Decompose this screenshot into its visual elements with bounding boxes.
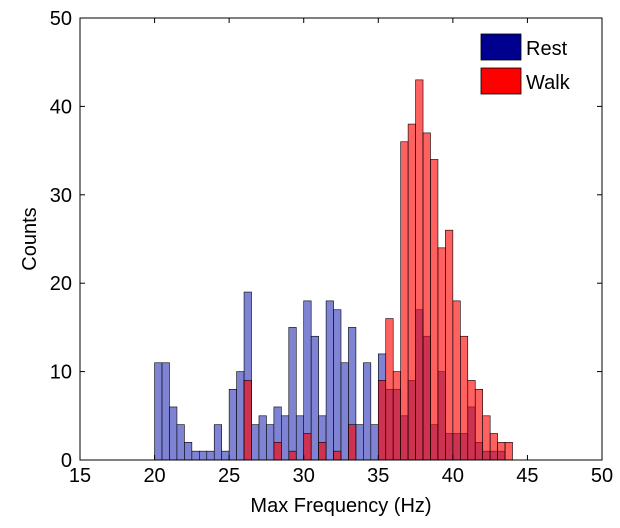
- bar-walk: [445, 229, 454, 461]
- bar-rest: [199, 450, 208, 461]
- bar-rest: [213, 424, 222, 461]
- bar-walk: [333, 450, 342, 461]
- bar-rest: [295, 415, 305, 461]
- bar-walk: [348, 424, 357, 461]
- bar-rest: [288, 327, 297, 461]
- x-tick-label: 15: [69, 465, 91, 487]
- legend-label-rest: Rest: [526, 38, 568, 60]
- bar-rest: [340, 362, 349, 461]
- y-tick-label: 30: [50, 185, 72, 207]
- y-tick-label: 40: [50, 96, 72, 118]
- bar-rest: [258, 415, 267, 461]
- bar-walk: [377, 380, 387, 461]
- y-tick-label: 10: [50, 362, 72, 384]
- axis-ticks: 15 20 25 30 35 40 45 50 0 10 20 30 40 50: [50, 8, 613, 487]
- bar-rest: [236, 371, 245, 461]
- bar-walk: [467, 380, 476, 461]
- bar-rest: [325, 300, 334, 461]
- bar-rest: [228, 388, 237, 461]
- bar-rest: [363, 362, 372, 461]
- x-tick-label: 30: [293, 465, 315, 487]
- bar-walk: [318, 442, 327, 461]
- bar-rest: [161, 362, 170, 461]
- x-tick-label: 20: [143, 465, 165, 487]
- bar-walk: [460, 335, 469, 461]
- x-axis-label: Max Frequency (Hz): [250, 495, 431, 517]
- bar-walk: [400, 141, 409, 461]
- y-axis-label: Counts: [19, 207, 41, 270]
- bar-rest: [221, 450, 230, 461]
- x-tick-label: 25: [218, 465, 240, 487]
- bar-rest: [370, 424, 379, 461]
- bar-walk: [243, 380, 252, 461]
- legend-swatch-walk: [480, 67, 522, 95]
- bar-walk: [303, 433, 312, 461]
- bar-walk: [452, 300, 461, 461]
- bar-rest: [169, 406, 178, 461]
- x-tick-label: 40: [442, 465, 464, 487]
- y-tick-label: 0: [61, 450, 72, 472]
- bar-walk: [392, 371, 401, 461]
- bar-rest: [184, 442, 193, 461]
- bar-rest: [191, 450, 200, 461]
- bar-rest: [251, 424, 260, 461]
- legend-label-walk: Walk: [526, 72, 571, 94]
- bar-walk: [288, 450, 297, 461]
- bars-layer: [154, 79, 513, 461]
- bar-walk: [430, 159, 439, 461]
- x-tick-label: 35: [367, 465, 389, 487]
- bar-rest: [310, 335, 319, 461]
- bar-rest: [281, 415, 290, 461]
- bar-walk: [474, 388, 483, 461]
- bar-walk: [482, 415, 491, 461]
- bar-rest: [176, 424, 185, 461]
- y-tick-label: 50: [50, 8, 72, 30]
- bar-rest: [206, 450, 215, 461]
- bar-rest: [154, 362, 163, 461]
- legend-swatch-rest: [480, 33, 522, 61]
- bar-rest: [266, 424, 275, 461]
- bar-walk: [385, 318, 394, 461]
- bar-walk: [273, 442, 282, 461]
- plot-area-frame: [79, 17, 603, 461]
- legend: Rest Walk: [480, 33, 571, 95]
- x-tick-label: 45: [516, 465, 538, 487]
- bar-walk: [497, 442, 506, 461]
- bar-walk: [504, 442, 513, 461]
- bar-walk: [415, 79, 424, 461]
- x-tick-label: 50: [591, 465, 613, 487]
- bar-walk: [407, 123, 416, 461]
- bar-walk: [489, 433, 498, 461]
- bar-walk: [437, 247, 446, 461]
- y-tick-label: 20: [50, 273, 72, 295]
- bar-rest: [355, 424, 364, 461]
- bar-rest: [333, 309, 342, 461]
- bar-walk: [422, 132, 431, 461]
